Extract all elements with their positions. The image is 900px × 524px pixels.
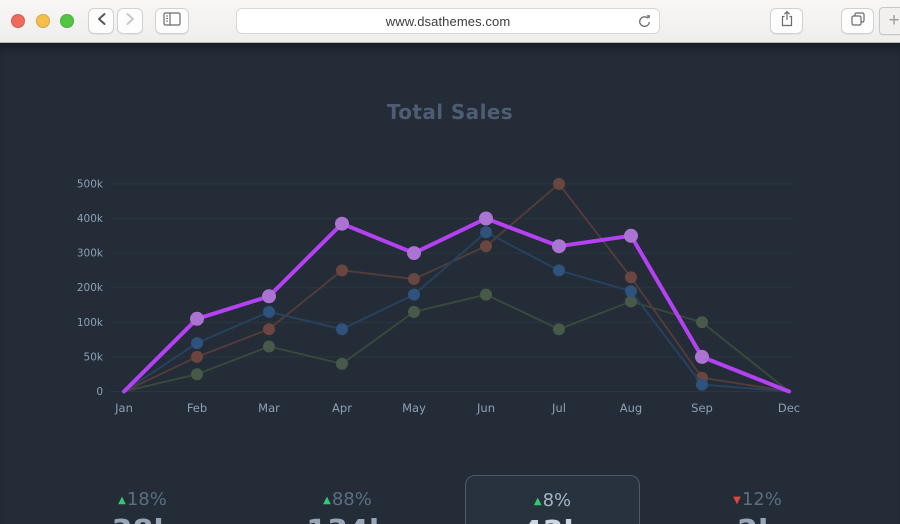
sales-blue-data-point[interactable] — [408, 288, 420, 301]
y-axis-label: 400k — [77, 213, 104, 225]
sales-purple-data-point[interactable] — [552, 239, 566, 254]
stat-column: ▼12% 2k — [655, 475, 860, 524]
stat-percent: ▼12% — [733, 489, 782, 510]
x-axis-label: Apr — [332, 401, 352, 415]
x-axis-label: May — [402, 401, 426, 415]
sales-green-data-point[interactable] — [408, 305, 420, 318]
sales-purple-data-point[interactable] — [695, 349, 709, 364]
y-axis-label: 100k — [77, 317, 104, 329]
sales-red-data-point[interactable] — [625, 271, 637, 284]
sidebar-toggle-button[interactable] — [155, 8, 189, 34]
stat-value: 2k — [670, 514, 845, 524]
sales-blue-data-point[interactable] — [191, 337, 203, 350]
x-axis-label: Feb — [187, 401, 207, 415]
sales-red-data-point[interactable] — [263, 323, 275, 336]
stats-row: ▲18% 38k ▲88% 134k ▲8% 43k ▼12% 2k — [40, 475, 860, 524]
stat-percent: ▲88% — [323, 489, 372, 510]
sales-blue-data-point[interactable] — [625, 285, 637, 298]
sales-green-data-point[interactable] — [696, 316, 708, 329]
new-tab-button[interactable]: + — [879, 7, 900, 35]
x-axis-label: Aug — [620, 401, 642, 415]
y-axis-label: 500k — [77, 178, 104, 190]
x-axis-label: Jul — [551, 401, 566, 415]
back-button[interactable] — [88, 8, 114, 34]
sales-red-data-point[interactable] — [191, 350, 203, 363]
sales-purple-data-point[interactable] — [262, 289, 276, 304]
sales-blue-line — [123, 231, 790, 393]
url-text: www.dsathemes.com — [385, 13, 511, 29]
forward-chevron-icon — [125, 12, 136, 31]
y-axis-label: 200k — [77, 282, 104, 294]
sales-green-line — [123, 293, 790, 393]
sales-green-data-point[interactable] — [553, 323, 565, 336]
y-axis-label: 0 — [96, 386, 103, 398]
sales-green-data-point[interactable] — [625, 295, 637, 308]
up-arrow-icon: ▲ — [533, 496, 542, 507]
sales-red-data-point[interactable] — [480, 240, 492, 253]
stat-card-1[interactable]: ▲18% 38k — [55, 475, 230, 524]
stat-column: ▲88% 134k — [245, 475, 450, 524]
new-tab-plus-icon: + — [888, 10, 900, 31]
sales-green-data-point[interactable] — [191, 368, 203, 381]
tabs-icon — [850, 11, 866, 32]
address-bar[interactable]: www.dsathemes.com — [236, 8, 660, 34]
browser-toolbar: www.dsathemes.com — [0, 0, 900, 43]
x-axis-label: Jan — [114, 401, 133, 415]
sales-purple-data-point[interactable] — [335, 216, 349, 231]
stat-value: 38k — [55, 514, 230, 524]
sales-blue-data-point[interactable] — [263, 305, 275, 318]
stat-card-2[interactable]: ▲88% 134k — [260, 475, 435, 524]
stat-value: 43k — [466, 515, 639, 524]
sales-red-data-point[interactable] — [336, 264, 348, 277]
sales-green-data-point[interactable] — [263, 340, 275, 353]
minimize-window-button[interactable] — [36, 14, 50, 28]
stat-column: ▲18% 38k — [40, 475, 245, 524]
y-axis-label: 50k — [84, 351, 104, 363]
share-button[interactable] — [770, 8, 803, 34]
sales-blue-data-point[interactable] — [553, 264, 565, 277]
stat-percent: ▲18% — [118, 489, 167, 510]
sales-blue-data-point[interactable] — [696, 378, 708, 391]
zoom-window-button[interactable] — [60, 14, 74, 28]
sales-green-data-point[interactable] — [480, 288, 492, 301]
sales-red-data-point[interactable] — [553, 177, 565, 190]
sales-blue-data-point[interactable] — [480, 226, 492, 239]
down-arrow-icon: ▼ — [733, 495, 741, 506]
stat-column: ▲8% 43k — [450, 475, 655, 524]
up-arrow-icon: ▲ — [118, 495, 126, 506]
up-arrow-icon: ▲ — [323, 495, 331, 506]
sales-purple-data-point[interactable] — [479, 211, 493, 226]
page-title: Total Sales — [386, 100, 514, 124]
sales-purple-data-point[interactable] — [407, 246, 421, 261]
stat-percent: ▲8% — [533, 490, 572, 511]
y-axis-label: 300k — [77, 248, 104, 260]
share-icon — [779, 10, 795, 33]
forward-button[interactable] — [117, 8, 143, 34]
sales-purple-line — [122, 216, 791, 394]
x-axis-label: Sep — [691, 401, 713, 415]
x-axis-label: Mar — [258, 401, 280, 415]
sidebar-icon — [163, 11, 181, 31]
reload-button[interactable] — [637, 14, 652, 29]
back-chevron-icon — [96, 12, 107, 31]
x-axis-label: Jun — [476, 401, 495, 415]
stat-value: 134k — [260, 514, 435, 524]
sales-red-data-point[interactable] — [408, 273, 420, 285]
sales-blue-data-point[interactable] — [336, 323, 348, 336]
sales-purple-data-point[interactable] — [190, 311, 204, 326]
stat-card-4[interactable]: ▼12% 2k — [670, 475, 845, 524]
tabs-overview-button[interactable] — [841, 8, 874, 34]
close-window-button[interactable] — [11, 14, 25, 28]
sales-purple-data-point[interactable] — [624, 228, 638, 243]
web-page: Total Sales 0 50k 100k 200k 300k 400k 500k Jan F… — [0, 43, 900, 524]
sales-green-data-point[interactable] — [336, 357, 348, 370]
total-sales-chart: 0 50k 100k 200k 300k 400k 500k Jan Feb Mar Apr May J… — [77, 177, 800, 415]
stat-card-3-selected[interactable]: ▲8% 43k — [465, 475, 640, 524]
x-axis-label: Dec — [778, 401, 800, 415]
